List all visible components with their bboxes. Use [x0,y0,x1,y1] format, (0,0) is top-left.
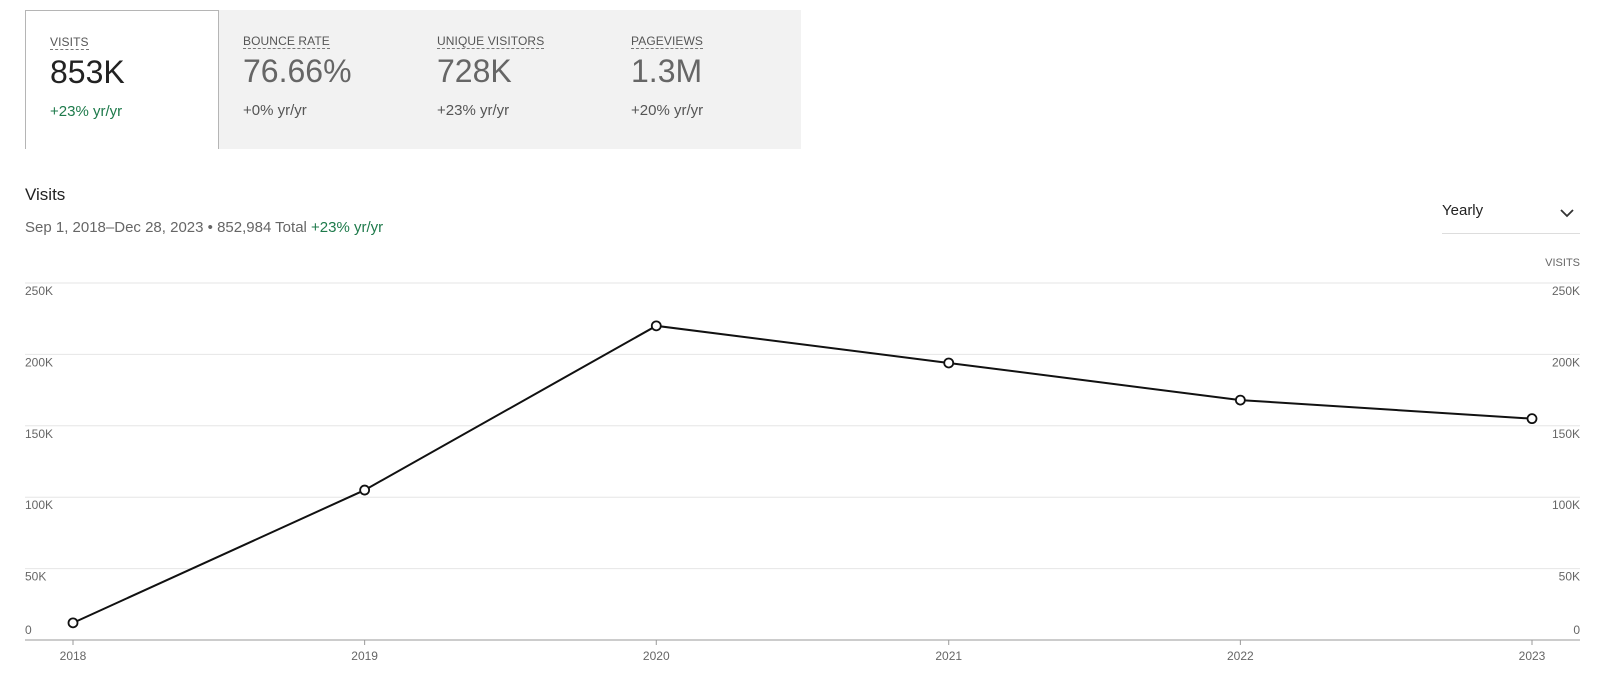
data-point [359,484,371,496]
metric-tabs: VISITS 853K +23% yr/yr BOUNCE RATE 76.66… [25,10,801,149]
data-point [943,357,955,369]
y-tick-label-left: 150K [25,427,53,441]
right-axis-title: VISITS [1545,257,1580,269]
metric-change: +23% yr/yr [50,103,123,120]
visits-series-line [72,324,1533,624]
y-tick-label-right: 100K [1552,498,1580,512]
data-point [1234,394,1246,406]
metric-label[interactable]: PAGEVIEWS [631,34,704,49]
y-tick-label-right: 0 [1573,623,1580,637]
metric-tab-pageviews[interactable]: PAGEVIEWS 1.3M +20% yr/yr [607,10,801,149]
y-tick-label-left: 200K [25,355,53,369]
metric-tab-bounce-rate[interactable]: BOUNCE RATE 76.66% +0% yr/yr [219,10,413,149]
y-tick-label-left: 50K [25,570,46,584]
date-range-total: Sep 1, 2018–Dec 28, 2023 • 852,984 Total [25,219,307,236]
x-tick-label: 2018 [60,649,87,663]
metric-value: 1.3M [631,53,703,89]
data-point [1526,413,1538,425]
interval-dropdown-label: Yearly [1442,202,1484,219]
x-tick-label: 2022 [1227,649,1254,663]
x-tick-label: 2021 [935,649,962,663]
data-point [67,617,79,629]
metric-label[interactable]: BOUNCE RATE [243,34,330,49]
y-tick-label-left: 0 [25,623,32,637]
metric-value: 853K [50,54,125,90]
x-tick-label: 2020 [643,649,670,663]
chart-section-title: Visits [25,185,66,204]
y-tick-label-left: 250K [25,284,53,298]
x-tick-label: 2023 [1519,649,1546,663]
metric-value: 76.66% [243,53,352,89]
metric-change: +0% yr/yr [243,102,307,119]
metric-tab-unique-visitors[interactable]: UNIQUE VISITORS 728K +23% yr/yr [413,10,607,149]
metric-change: +23% yr/yr [437,102,510,119]
metric-tab-visits[interactable]: VISITS 853K +23% yr/yr [25,10,219,149]
chevron-down-icon [1560,205,1574,223]
y-tick-label-right: 200K [1552,355,1580,369]
metric-change: +20% yr/yr [631,102,704,119]
metric-value: 728K [437,53,512,89]
summary-change: +23% yr/yr [311,219,384,236]
y-tick-label-right: 50K [1559,570,1580,584]
y-tick-label-right: 250K [1552,284,1580,298]
y-tick-label-right: 150K [1552,427,1580,441]
interval-dropdown[interactable]: Yearly [1442,190,1580,234]
x-tick-label: 2019 [351,649,378,663]
metric-label[interactable]: UNIQUE VISITORS [437,34,545,49]
metric-label[interactable]: VISITS [50,35,89,50]
data-point [650,320,662,332]
chart-summary: Sep 1, 2018–Dec 28, 2023 • 852,984 Total… [25,219,383,236]
y-tick-label-left: 100K [25,498,53,512]
